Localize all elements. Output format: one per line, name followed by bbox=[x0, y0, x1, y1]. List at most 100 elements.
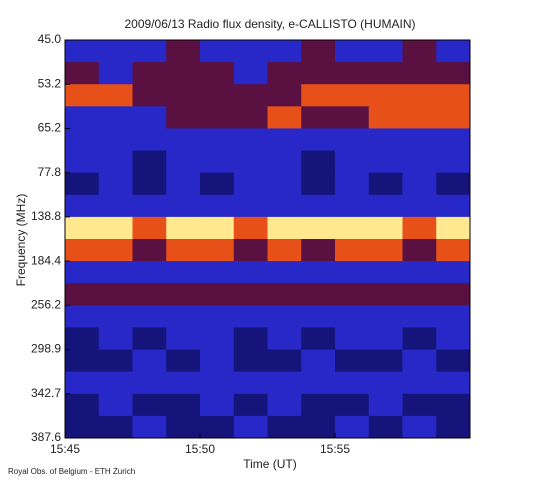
spectrogram-cell bbox=[436, 106, 471, 129]
y-tick-label: 45.0 bbox=[38, 32, 62, 46]
spectrogram-cell bbox=[267, 194, 302, 218]
spectrogram-cell bbox=[335, 150, 370, 174]
spectrogram-cell bbox=[368, 305, 403, 328]
spectrogram-cell bbox=[436, 393, 471, 417]
spectrogram-cell bbox=[65, 415, 100, 439]
spectrogram-cell bbox=[233, 261, 268, 284]
spectrogram-cell bbox=[132, 194, 167, 218]
spectrogram-cell bbox=[368, 106, 403, 129]
spectrogram-cell bbox=[402, 150, 437, 174]
spectrogram-cell bbox=[436, 150, 471, 174]
spectrogram-cell bbox=[132, 305, 167, 328]
spectrogram-cell bbox=[335, 84, 370, 107]
spectrogram-cell bbox=[301, 106, 336, 129]
spectrogram-cell bbox=[200, 62, 235, 85]
spectrogram-cell bbox=[436, 172, 471, 196]
spectrogram-cell bbox=[335, 106, 370, 129]
spectrogram-cell bbox=[233, 415, 268, 439]
spectrogram-cell bbox=[402, 106, 437, 129]
spectrogram-cell bbox=[200, 106, 235, 129]
spectrogram-cell bbox=[98, 239, 133, 262]
spectrogram-cell bbox=[65, 327, 100, 351]
spectrogram-cell bbox=[301, 84, 336, 107]
spectrogram-cell bbox=[65, 349, 100, 373]
spectrogram-cell bbox=[301, 283, 336, 306]
spectrogram-cell bbox=[335, 194, 370, 218]
spectrogram-cell bbox=[402, 239, 437, 262]
spectrogram-cell bbox=[200, 415, 235, 439]
x-tick-label: 15:50 bbox=[185, 442, 215, 456]
spectrogram-cell bbox=[368, 216, 403, 240]
spectrogram-cell bbox=[132, 128, 167, 152]
spectrogram-cell bbox=[436, 128, 471, 152]
spectrogram-cell bbox=[436, 349, 471, 373]
spectrogram-cell bbox=[132, 62, 167, 85]
spectrogram-cell bbox=[267, 415, 302, 439]
spectrogram-cell bbox=[98, 349, 133, 373]
spectrogram-cell bbox=[267, 40, 302, 63]
spectrogram-cell bbox=[402, 371, 437, 395]
spectrogram-cell bbox=[233, 106, 268, 129]
spectrogram-cell bbox=[132, 261, 167, 284]
spectrogram-cell bbox=[301, 327, 336, 351]
spectrogram-cell bbox=[132, 216, 167, 240]
spectrogram-cell bbox=[166, 150, 201, 174]
spectrogram-cell bbox=[267, 393, 302, 417]
spectrogram-cell bbox=[98, 216, 133, 240]
spectrogram-cell bbox=[200, 371, 235, 395]
spectrogram-cell bbox=[65, 150, 100, 174]
spectrogram-cell bbox=[436, 261, 471, 284]
y-axis-label: Frequency (MHz) bbox=[14, 194, 28, 287]
spectrogram-cell bbox=[200, 349, 235, 373]
spectrogram-cell bbox=[436, 327, 471, 351]
spectrogram-cell bbox=[65, 84, 100, 107]
spectrogram-cell bbox=[402, 305, 437, 328]
spectrogram-cell bbox=[65, 216, 100, 240]
spectrogram-cell bbox=[132, 283, 167, 306]
spectrogram-cell bbox=[98, 172, 133, 196]
spectrogram-cell bbox=[267, 84, 302, 107]
spectrogram-cell bbox=[301, 415, 336, 439]
spectrogram-cell bbox=[98, 393, 133, 417]
spectrogram-cell bbox=[233, 128, 268, 152]
spectrogram-cell bbox=[402, 415, 437, 439]
spectrogram-cell bbox=[65, 172, 100, 196]
spectrogram-cell bbox=[368, 172, 403, 196]
y-tick-label: 77.8 bbox=[38, 165, 62, 179]
spectrogram-cell bbox=[301, 371, 336, 395]
spectrogram-cell bbox=[200, 216, 235, 240]
spectrogram-cell bbox=[335, 305, 370, 328]
spectrogram-cell bbox=[200, 393, 235, 417]
spectrogram-cell bbox=[335, 349, 370, 373]
spectrogram-cell bbox=[436, 283, 471, 306]
spectrogram-cell bbox=[402, 194, 437, 218]
spectrogram-cell bbox=[233, 216, 268, 240]
spectrogram-cell bbox=[166, 62, 201, 85]
spectrogram-cell bbox=[166, 216, 201, 240]
spectrogram-cell bbox=[335, 393, 370, 417]
spectrogram-cell bbox=[335, 216, 370, 240]
spectrogram-cell bbox=[65, 128, 100, 152]
spectrogram-cell bbox=[402, 283, 437, 306]
spectrogram-cell bbox=[98, 150, 133, 174]
spectrogram-cell bbox=[436, 239, 471, 262]
spectrogram-cell bbox=[335, 239, 370, 262]
spectrogram-cell bbox=[233, 150, 268, 174]
spectrogram-cell bbox=[200, 327, 235, 351]
x-axis-label: Time (UT) bbox=[243, 457, 297, 471]
spectrogram-cell bbox=[267, 327, 302, 351]
spectrogram-cell bbox=[166, 194, 201, 218]
spectrogram-cell bbox=[166, 327, 201, 351]
spectrogram-cell bbox=[65, 106, 100, 129]
spectrogram-cell bbox=[166, 349, 201, 373]
spectrogram-cell bbox=[335, 261, 370, 284]
spectrogram-cell bbox=[233, 172, 268, 196]
spectrogram-cell bbox=[335, 283, 370, 306]
spectrogram-cell bbox=[132, 150, 167, 174]
spectrogram-cell bbox=[200, 84, 235, 107]
spectrogram-cell bbox=[267, 172, 302, 196]
spectrogram-cell bbox=[335, 128, 370, 152]
spectrogram-cell bbox=[65, 393, 100, 417]
spectrogram-cell bbox=[335, 172, 370, 196]
spectrogram-cell bbox=[200, 194, 235, 218]
